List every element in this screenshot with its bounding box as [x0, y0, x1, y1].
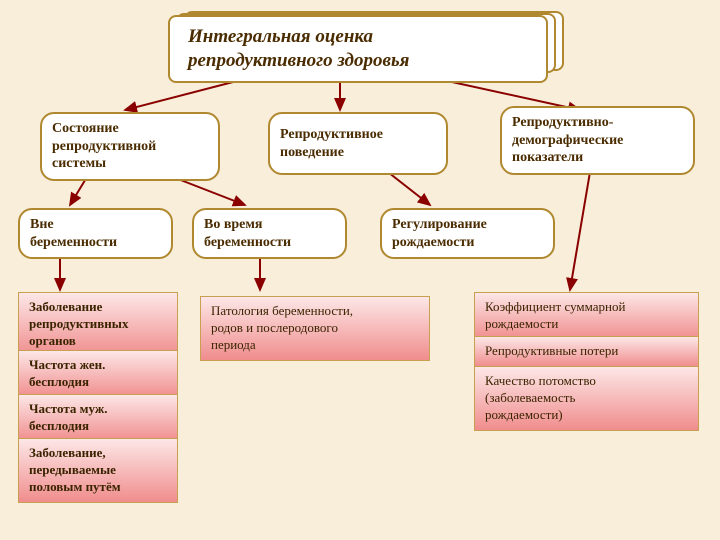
leaf-right-1: Репродуктивные потери	[474, 336, 699, 367]
node-demographic-label: Репродуктивно-демографическиепоказатели	[512, 115, 623, 165]
leaf-left-2: Частота муж.бесплодия	[18, 394, 178, 442]
title-stack: Интегральная оценкарепродуктивного здоро…	[168, 15, 548, 83]
node-state: Состояниерепродуктивнойсистемы	[40, 112, 220, 181]
leaf-left-3: Заболевание,передываемыеполовым путём	[18, 438, 178, 503]
node-outside-pregnancy: Внеберемeнности	[18, 208, 173, 259]
leaf-left-0: Заболеваниерепродуктивныхорганов	[18, 292, 178, 357]
title-text: Интегральная оценкарепродуктивного здоро…	[188, 26, 409, 71]
leaf-left-0-label: Заболеваниерепродуктивныхорганов	[29, 299, 128, 348]
node-during-pregnancy: Во времяберемeнности	[192, 208, 347, 259]
node-birth-regulation: Регулированиерождаемости	[380, 208, 555, 259]
leaf-right-2: Качество потомство(заболеваемостьрождаем…	[474, 366, 699, 431]
leaf-center-label: Патология беременности,родов и послеродо…	[211, 303, 353, 352]
node-behavior-label: Репродуктивноеповедение	[280, 127, 383, 160]
node-outside-pregnancy-label: Внеберемeнности	[30, 217, 117, 250]
node-birth-regulation-label: Регулированиерождаемости	[392, 217, 487, 250]
node-state-label: Состояниерепродуктивнойсистемы	[52, 121, 156, 171]
node-behavior: Репродуктивноеповедение	[268, 112, 448, 175]
leaf-left-1-label: Частота жен.бесплодия	[29, 357, 105, 389]
node-demographic: Репродуктивно-демографическиепоказатели	[500, 106, 695, 175]
leaf-left-2-label: Частота муж.бесплодия	[29, 401, 108, 433]
leaf-left-3-label: Заболевание,передываемыеполовым путём	[29, 445, 121, 494]
leaf-center: Патология беременности,родов и послеродо…	[200, 296, 430, 361]
leaf-right-0-label: Коэффициент суммарнойрождаемости	[485, 299, 625, 331]
diagram-title: Интегральная оценкарепродуктивного здоро…	[168, 15, 548, 83]
leaf-right-0: Коэффициент суммарнойрождаемости	[474, 292, 699, 340]
leaf-right-2-label: Качество потомство(заболеваемостьрождаем…	[485, 373, 596, 422]
leaf-left-1: Частота жен.бесплодия	[18, 350, 178, 398]
node-during-pregnancy-label: Во времяберемeнности	[204, 217, 291, 250]
leaf-right-1-label: Репродуктивные потери	[485, 343, 618, 358]
